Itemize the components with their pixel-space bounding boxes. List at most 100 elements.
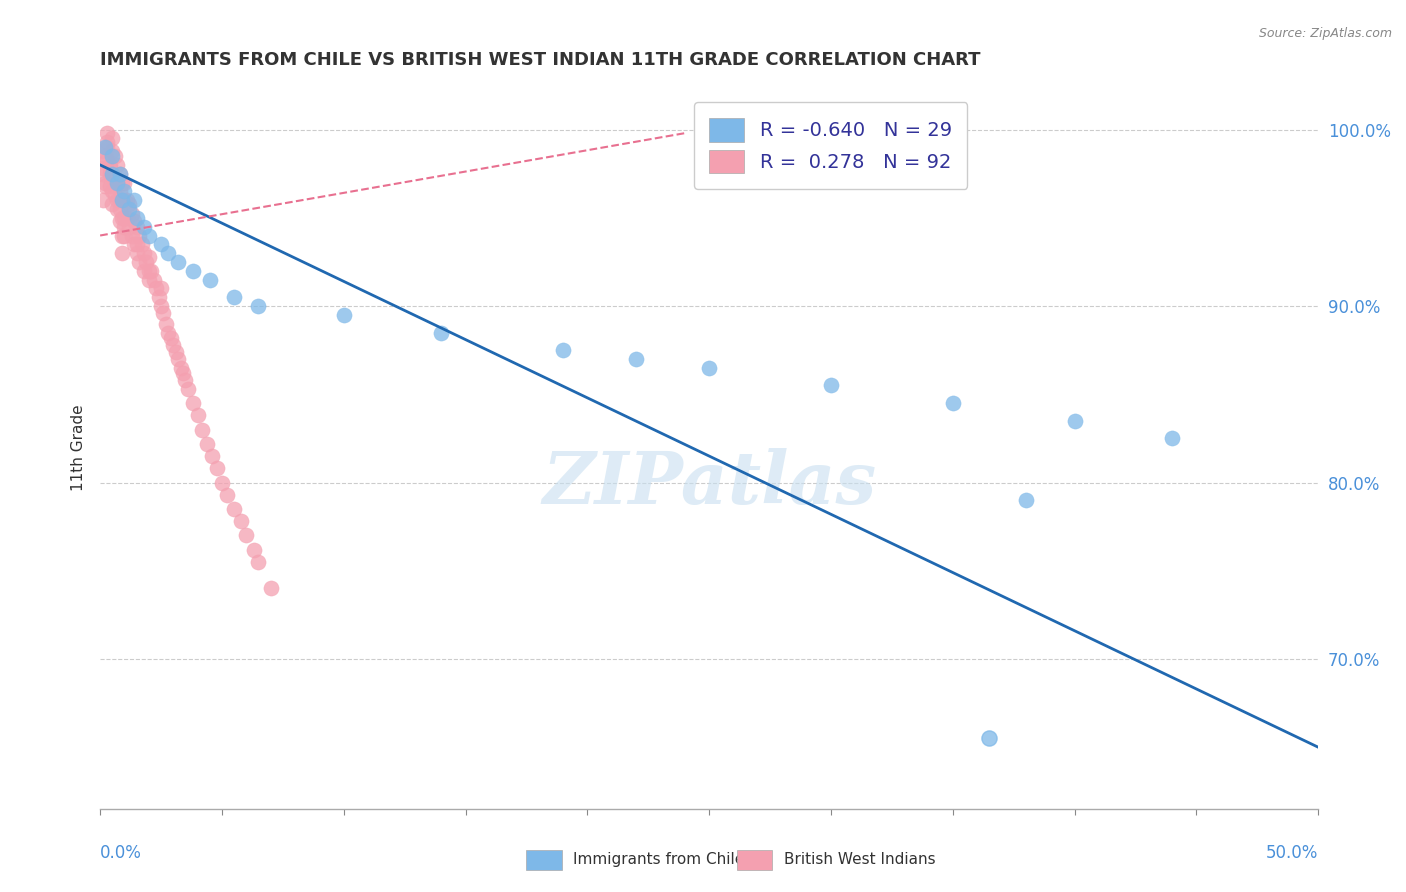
Point [115,193,138,207]
Point [128,228,150,243]
Point [1015,493,1038,508]
Point [1063,414,1085,428]
Point [211,475,233,490]
Point [159,331,181,345]
Point [122,193,145,207]
Point [111,211,134,225]
Point [96,140,118,154]
Point [96,135,118,149]
Point [260,582,283,596]
Point [122,214,145,228]
Text: Immigrants from Chile: Immigrants from Chile [572,853,744,867]
Point [224,502,246,516]
Point [104,188,127,202]
Point [108,185,131,199]
Point [128,255,150,269]
Point [205,461,228,475]
Point [105,202,128,216]
Point [114,228,136,243]
Point [169,360,191,375]
Point [820,378,842,392]
Point [132,246,155,260]
Point [150,299,173,313]
Point [121,207,143,221]
Point [125,219,148,234]
Point [122,237,145,252]
Point [697,360,720,375]
Point [114,193,136,207]
Point [177,382,200,396]
Point [125,246,148,260]
Point [105,158,128,172]
Point [114,219,136,234]
Point [235,528,257,542]
Point [165,345,187,359]
Point [111,193,134,207]
Point [172,366,194,380]
Point [215,488,238,502]
Point [94,176,117,190]
Text: 0.0%: 0.0% [100,844,142,862]
Legend: R = -0.640   N = 29, R =  0.278   N = 92: R = -0.640 N = 29, R = 0.278 N = 92 [693,103,967,189]
Point [138,228,160,243]
Point [142,272,165,286]
Text: Source: ZipAtlas.com: Source: ZipAtlas.com [1258,27,1392,40]
Point [131,237,153,252]
Point [111,193,134,207]
Point [121,228,143,243]
Point [105,176,128,190]
Point [96,153,118,167]
Text: ZIPatlas: ZIPatlas [543,448,876,519]
Point [108,202,131,216]
Text: IMMIGRANTS FROM CHILE VS BRITISH WEST INDIAN 11TH GRADE CORRELATION CHART: IMMIGRANTS FROM CHILE VS BRITISH WEST IN… [100,51,980,69]
Point [191,423,214,437]
Point [132,264,155,278]
Point [198,272,221,286]
Point [141,264,163,278]
Point [138,272,160,286]
Point [111,176,134,190]
Point [114,211,136,225]
Point [145,281,167,295]
Point [115,211,138,225]
Point [551,343,574,358]
Point [125,237,148,252]
Point [94,140,117,154]
Point [132,219,155,234]
Point [1161,432,1184,446]
Point [979,731,1001,746]
Point [91,161,114,176]
Point [108,167,131,181]
Point [94,179,117,194]
Point [195,436,218,450]
Point [91,167,114,181]
Point [138,264,160,278]
Point [98,161,121,176]
Point [105,176,128,190]
Point [174,373,197,387]
Point [155,317,177,331]
Point [138,250,160,264]
Point [108,167,131,181]
Point [125,211,148,225]
Point [201,449,224,463]
Point [96,126,118,140]
Point [157,246,180,260]
Point [104,149,127,163]
Point [167,351,190,366]
Point [118,219,141,234]
Point [101,167,124,181]
Point [247,555,270,569]
Point [242,542,264,557]
Point [118,202,141,216]
Point [114,176,136,190]
Text: 50.0%: 50.0% [1265,844,1319,862]
Point [105,193,128,207]
Point [148,290,170,304]
Point [114,185,136,199]
Point [101,196,124,211]
Point [167,255,190,269]
Point [942,396,965,410]
Point [111,246,134,260]
Point [101,144,124,158]
